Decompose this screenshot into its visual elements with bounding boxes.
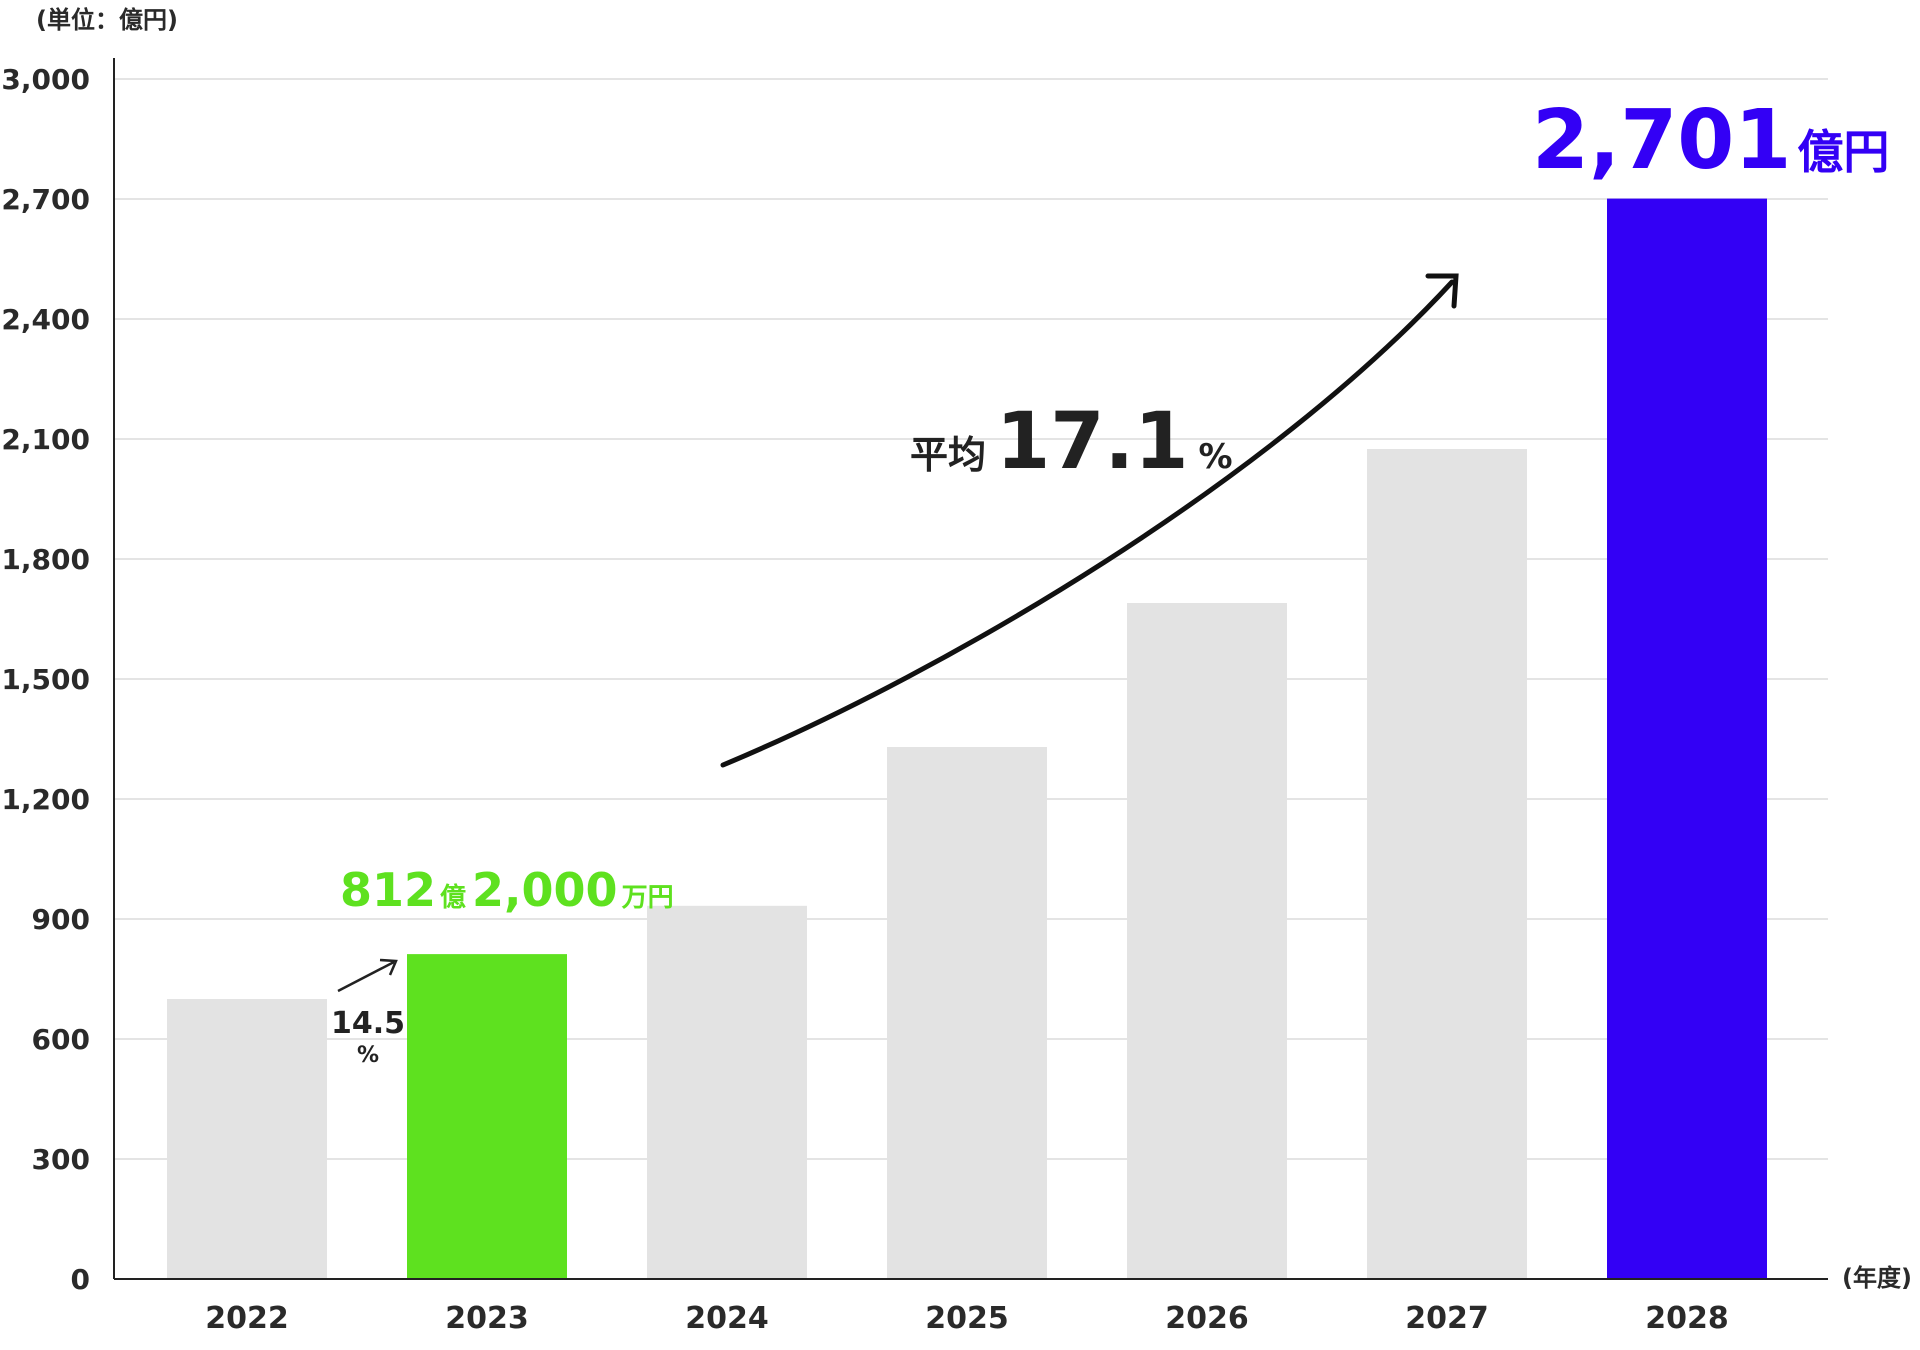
annotation-2028-amount: 2,701 [1532,93,1791,188]
y-tick-label: 2,100 [1,423,90,456]
bars [167,198,1767,1280]
annotation-2028-unit: 億円 [1797,125,1889,179]
y-tick-label: 2,700 [1,183,90,216]
x-tick-label: 2023 [445,1301,529,1336]
growth-2023-value: 14.5 [331,1006,405,1041]
bar-2023 [407,954,567,1279]
y-tick-label: 3,000 [1,63,90,96]
annotation-2023-man-unit: 万円 [622,883,674,913]
x-tick-label: 2025 [925,1301,1009,1336]
annotation-2023-man-value: 2,000 [472,863,618,917]
average-prefix: 平均 [910,433,986,477]
average-value: 17.1 [996,397,1188,487]
bar-2026 [1127,603,1287,1279]
annotation-2028-value: 2,701 億円 [1532,93,1889,188]
bar-2022 [167,999,327,1279]
x-tick-label: 2027 [1405,1301,1489,1336]
average-unit: % [1198,437,1232,477]
x-tick-label: 2028 [1645,1301,1729,1336]
x-axis-ticks: 2022 2023 2024 2025 2026 2027 2028 [205,1301,1729,1336]
y-tick-label: 0 [71,1263,90,1296]
annotation-2023-oku-value: 812 [340,863,436,917]
y-tick-label: 600 [32,1023,90,1056]
x-tick-label: 2026 [1165,1301,1249,1336]
x-tick-label: 2024 [685,1301,769,1336]
y-tick-label: 300 [32,1143,90,1176]
y-tick-label: 900 [32,903,90,936]
growth-arrow-icon [337,958,398,993]
bar-2027 [1367,449,1527,1279]
y-tick-label: 2,400 [1,303,90,336]
annotation-2023-value: 812 億 2,000 万円 [340,863,674,917]
y-unit-label: (単位：億円) [36,6,178,34]
y-tick-label: 1,200 [1,783,90,816]
x-tick-label: 2022 [205,1301,289,1336]
bar-2024 [647,905,807,1279]
bar-2028 [1607,198,1767,1280]
x-unit-label: (年度) [1842,1264,1912,1292]
y-tick-label: 1,500 [1,663,90,696]
average-growth-label: 平均 17.1% [910,397,1233,487]
annotation-2023-oku-unit: 億 [440,883,466,913]
y-axis-ticks: 0 300 600 900 1,200 1,500 1,800 2,100 2,400 2,700… [1,63,90,1296]
trend-arrowhead-icon [1425,273,1459,309]
trend-arrow-icon [720,279,1455,768]
grid-lines [114,78,1828,1160]
growth-2023-unit: % [357,1043,379,1068]
y-tick-label: 1,800 [1,543,90,576]
bar-2025 [887,747,1047,1279]
